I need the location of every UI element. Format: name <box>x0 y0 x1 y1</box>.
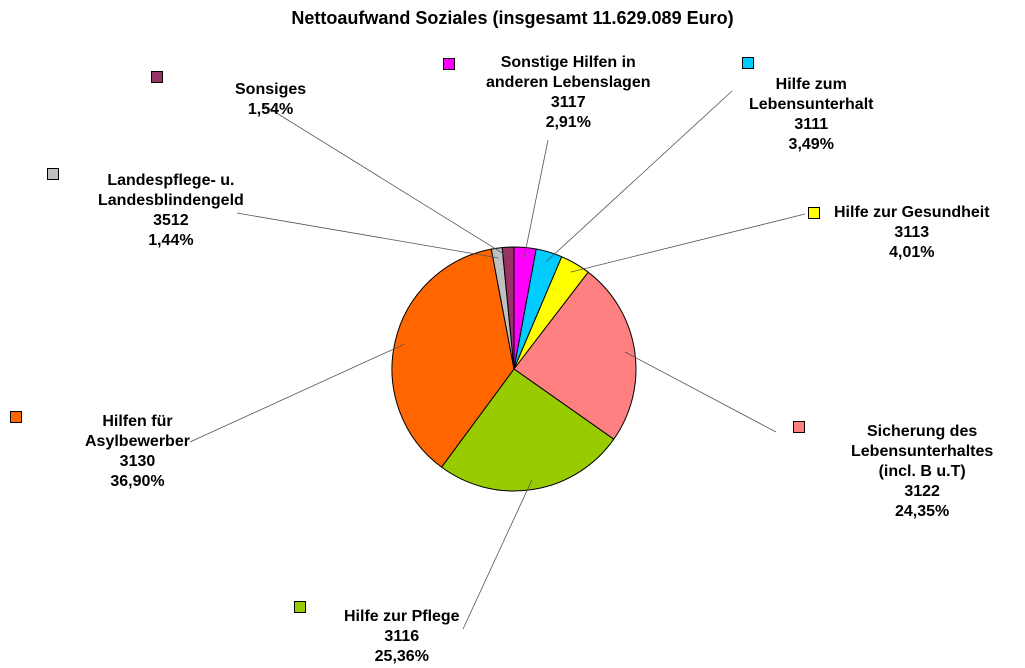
slice-label-line: Hilfe zum <box>775 76 847 93</box>
slice-percent: 1,44% <box>148 232 194 249</box>
slice-percent: 3,49% <box>788 136 834 153</box>
slice-label-line: Sicherung des <box>867 423 978 440</box>
slice-label: Landespflege- u. Landesblindengeld 3512 1,4… <box>98 171 244 251</box>
slice-label: Hilfe zum Lebensunterhalt 3111 3,49% <box>749 75 873 155</box>
slice-percent: 4,01% <box>889 244 935 261</box>
slice-label-line: 3111 <box>794 116 829 133</box>
slice-label: Sonstige Hilfen in anderen Lebenslagen 311… <box>486 53 651 133</box>
slice-label: Hilfe zur Gesundheit 3113 4,01% <box>834 203 990 263</box>
legend-swatch <box>443 58 455 70</box>
slice-percent: 25,36% <box>374 648 429 665</box>
slice-label-line: Sonsiges <box>235 81 307 98</box>
slice-label-line: 3117 <box>550 94 586 111</box>
slice-percent: 1,54% <box>247 101 294 118</box>
slice-label: Hilfe zur Pflege 3116 25,36% <box>344 607 460 667</box>
leader-line <box>570 213 806 273</box>
leader-line <box>189 343 405 443</box>
legend-swatch <box>47 168 59 180</box>
slice-percent: 2,91% <box>545 114 591 131</box>
slice-label-line: 3116 <box>384 628 420 645</box>
slice-label-line: 3512 <box>153 212 189 229</box>
slice-label-line: Sonstige Hilfen in <box>500 54 636 71</box>
slice-label-line: Hilfe zur Gesundheit <box>834 204 990 221</box>
legend-swatch <box>742 57 754 69</box>
leader-line <box>546 90 733 262</box>
slice-label-line: 3130 <box>119 453 156 470</box>
slice-label-line: Lebensunterhaltes <box>851 443 994 460</box>
slice-label-line: Landespflege- u. <box>107 172 235 189</box>
legend-swatch <box>294 601 306 613</box>
slice-percent: 24,35% <box>895 503 950 520</box>
slice-label-line: (incl. B u.T) <box>878 463 966 480</box>
leader-line <box>261 103 509 258</box>
slice-label-line: Hilfe zur Pflege <box>344 608 460 625</box>
slice-label: Hilfen für Asylbewerber 3130 36,90% <box>85 412 190 492</box>
legend-swatch <box>808 207 820 219</box>
slice-label-line: Lebensunterhalt <box>749 96 874 113</box>
legend-swatch <box>10 411 22 423</box>
slice-label-line: 3122 <box>904 483 940 500</box>
slice-label: Sicherung des Lebensunterhaltes (incl. B u… <box>851 422 993 522</box>
slice-percent: 36,90% <box>110 473 165 490</box>
pie-slice-3116 <box>440 368 615 492</box>
pie-slice-sonstiges <box>501 246 515 370</box>
slice-label-line: Hilfen für <box>102 413 173 430</box>
slice-label-line: Asylbewerber <box>85 433 190 450</box>
legend-swatch <box>151 71 163 83</box>
leader-line <box>523 139 549 258</box>
slice-label: Sonsiges 1,54% <box>235 80 306 120</box>
leader-line <box>624 351 777 433</box>
slice-label-line: Landesblindengeld <box>98 192 244 209</box>
slice-label-line: anderen Lebenslagen <box>486 74 651 91</box>
leader-line <box>462 479 533 630</box>
pie-slice-3130 <box>391 248 515 468</box>
pie-slice-3122 <box>513 271 637 440</box>
leader-line <box>236 212 499 259</box>
chart-title: Nettoaufwand Soziales (insgesamt 11.629.… <box>291 8 734 28</box>
legend-swatch <box>793 421 805 433</box>
slice-label-line: 3113 <box>894 224 930 241</box>
